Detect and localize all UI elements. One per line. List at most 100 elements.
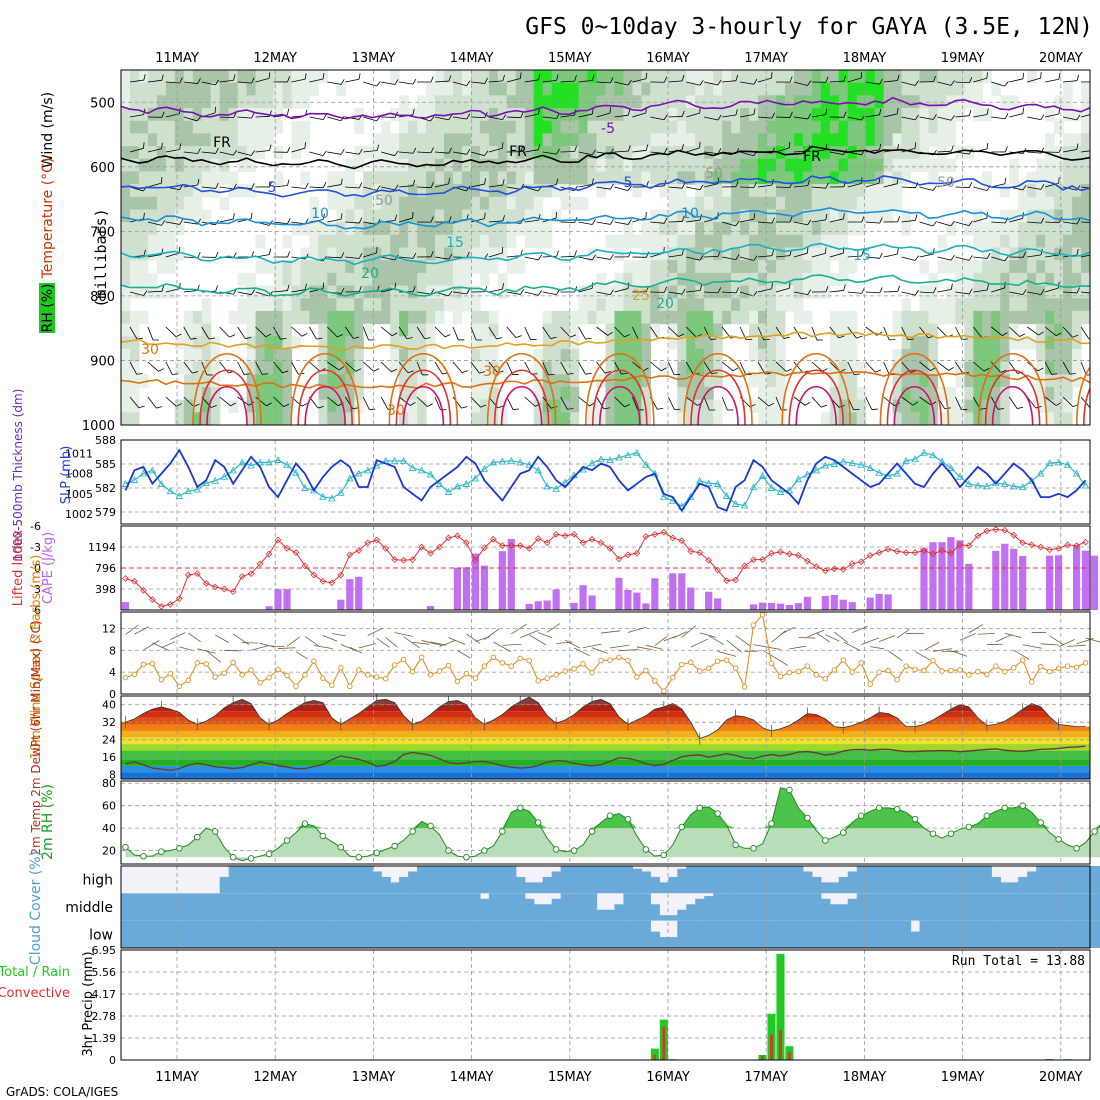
rh-shade-cell [165, 133, 176, 147]
wind-barb [322, 634, 338, 642]
rh-shade-cell [399, 260, 409, 274]
cloud-bar [829, 920, 840, 948]
cloud-bar [587, 893, 598, 921]
rh-shade-cell [461, 272, 472, 287]
rh-shade-cell [255, 285, 266, 299]
wind-barb [358, 643, 376, 649]
cloud-bar [1098, 893, 1100, 921]
rh-shade-cell [210, 133, 221, 147]
rh-shade-cell [892, 361, 903, 375]
rh-shade-cell [731, 310, 741, 325]
wind-speed-point [490, 654, 497, 661]
rh-shade-cell [677, 196, 687, 211]
rh-shade-cell [237, 184, 248, 198]
upper-wind-barb [363, 221, 378, 225]
rh-shade-cell [668, 298, 678, 312]
boundary-layer-isotherm [893, 385, 936, 425]
wind-speed-point [661, 688, 667, 695]
rh-shade-cell [632, 70, 642, 84]
temp-band [121, 697, 1090, 705]
thickness-point [1027, 476, 1036, 484]
rh-shade-cell [623, 171, 634, 185]
upper-wind-barb-flag [179, 143, 182, 150]
rh-shade-cell [767, 234, 777, 249]
upper-wind-barb [129, 326, 138, 340]
rh-shade-cell [1054, 209, 1064, 223]
rh-shade-cell [758, 171, 768, 185]
rh-shade-cell [838, 361, 849, 375]
rh-shade-cell [686, 285, 696, 299]
rh-shade-cell [677, 184, 687, 198]
rh-shade-cell [129, 348, 140, 363]
rh-shade-cell [551, 171, 562, 185]
rh-shade-cell [1000, 272, 1010, 287]
rh-shade-cell [731, 158, 741, 173]
rh-shade-cell [524, 158, 535, 173]
cape-bar [624, 589, 632, 610]
rh-shade-cell [156, 260, 167, 274]
upper-wind-barb [811, 219, 826, 223]
rh-shade-cell [336, 209, 346, 223]
lifted-index-point [642, 533, 650, 540]
rh-shade-cell [973, 361, 983, 375]
rh-shade-cell [210, 146, 221, 160]
rh-shade-cell [811, 184, 822, 198]
wind-barb [1049, 635, 1064, 646]
upper-wind-barb-flag [681, 74, 685, 81]
thickness-point [615, 453, 623, 461]
upper-wind-barb [506, 255, 521, 258]
upper-wind-barb [578, 221, 593, 225]
thickness-point [453, 482, 462, 490]
rh-shade-cell [121, 108, 131, 122]
rh-shade-cell [183, 82, 194, 96]
rh-shade-cell [713, 310, 723, 325]
rh-shade-cell [129, 146, 140, 160]
cape-bar [1055, 555, 1063, 610]
rh-shade-cell [452, 234, 463, 249]
lifted-index-point [489, 535, 497, 543]
upper-wind-barb [488, 184, 503, 188]
upper-wind-barb [219, 218, 234, 223]
rh-shade-cell [201, 298, 212, 312]
rh-shade-cell [129, 361, 140, 375]
rh-shade-cell [417, 108, 427, 122]
rh-shade-cell [901, 222, 912, 236]
wind-speed-point [212, 674, 218, 680]
rh-shade-cell [587, 298, 598, 312]
rh-shade-cell [856, 95, 867, 109]
upper-wind-barb [506, 396, 514, 410]
upper-wind-barb [937, 326, 948, 338]
rh-shade-cell [587, 399, 598, 413]
upper-wind-barb [704, 81, 718, 86]
isotherm-line [121, 331, 1090, 351]
rh-point [857, 812, 865, 820]
rh-shade-cell [937, 146, 948, 160]
upper-wind-barb [793, 81, 808, 86]
upper-wind-barb [973, 289, 988, 293]
upper-wind-barb [740, 114, 754, 118]
rh-shade-cell [551, 374, 562, 388]
upper-wind-barb [919, 361, 931, 371]
rh-shade-cell [659, 222, 669, 236]
rh-shade-cell [363, 222, 373, 236]
rh-shade-cell [470, 196, 481, 211]
thickness-point [328, 494, 336, 502]
rh-shade-cell [147, 196, 158, 211]
upper-wind-barb [614, 221, 629, 225]
rh-shade-cell [479, 158, 490, 173]
upper-wind-barb-flag [789, 216, 793, 223]
lifted-index-point [651, 531, 659, 538]
cloud-bar [641, 920, 651, 948]
cape-bar [579, 585, 587, 610]
upper-wind-barb [1063, 149, 1077, 153]
cape-bar [1090, 555, 1099, 610]
lifted-index-point [184, 571, 192, 579]
rh-shade-cell [587, 158, 598, 173]
upper-wind-barb-flag [287, 251, 291, 258]
rh-shade-cell [318, 323, 328, 337]
rh-shade-cell [793, 108, 804, 122]
upper-wind-barb-flag [538, 290, 543, 296]
upper-wind-barb [811, 149, 826, 153]
rh-shade-cell [677, 298, 687, 312]
rh-shade-cell [856, 120, 867, 134]
